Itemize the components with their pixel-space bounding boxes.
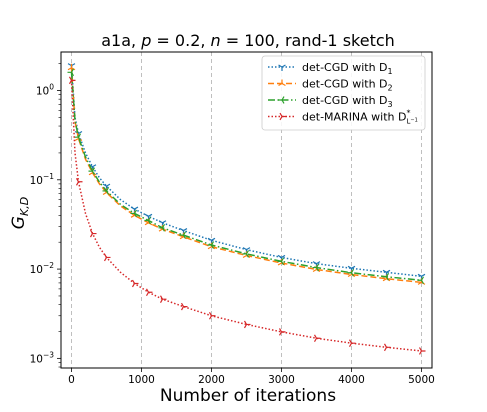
data-point: [348, 339, 356, 347]
data-point: [207, 241, 215, 249]
legend-box: [261, 55, 426, 131]
data-point: [159, 295, 167, 303]
legend-entry: det-CGD with D1: [268, 61, 393, 76]
data-point: [68, 76, 76, 85]
data-point: [158, 224, 166, 232]
data-point: [103, 253, 111, 262]
y-tick-label: 10−3: [30, 350, 55, 365]
y-axis: 10−3 10−2 10−1 100: [30, 63, 61, 368]
data-point: [75, 178, 83, 186]
legend-entry: det-MARINA with D* L−1: [268, 109, 418, 126]
data-point: [102, 187, 110, 195]
data-point: [418, 347, 426, 355]
data-point: [382, 272, 390, 281]
y-axis-label: GK,D: [9, 197, 31, 229]
data-point: [383, 343, 391, 352]
series-layer: [67, 63, 426, 355]
legend-marker: [278, 79, 286, 87]
legend-entry: det-CGD with D2: [268, 78, 393, 93]
y-tick-label: 100: [36, 83, 54, 98]
series-4: [68, 76, 426, 355]
legend-label: det-CGD with D1: [302, 61, 393, 76]
legend-entry: det-CGD with D3: [268, 94, 393, 109]
x-tick-label: 0: [68, 374, 75, 386]
x-tick-label: 4000: [338, 374, 365, 386]
series-3: [67, 68, 425, 285]
legend-label: det-MARINA with D* L−1: [302, 109, 418, 126]
data-point: [242, 250, 250, 258]
x-tick-label: 5000: [408, 374, 435, 386]
data-point: [243, 320, 251, 329]
data-point: [180, 302, 188, 311]
data-point: [278, 328, 286, 336]
x-axis: 0 1000 2000 3000 4000 5000: [68, 368, 435, 386]
data-point: [89, 229, 97, 238]
data-point: [179, 231, 187, 239]
data-point: [144, 216, 152, 225]
y-tick-label: 10−1: [30, 172, 55, 187]
x-tick-label: 2000: [198, 374, 225, 386]
x-tick-label: 1000: [128, 374, 155, 386]
chart-title: a1a, p = 0.2, n = 100, rand-1 sketch: [101, 31, 395, 50]
data-point: [74, 133, 82, 141]
data-point: [347, 268, 355, 277]
y-tick-label: 10−2: [30, 261, 55, 276]
data-point: [130, 209, 138, 218]
legend-marker: [279, 112, 286, 121]
legend-label: det-CGD with D3: [302, 94, 393, 109]
x-axis-label: Number of iterations: [160, 386, 336, 406]
data-point: [145, 288, 153, 297]
data-point: [313, 334, 321, 343]
legend-label: det-CGD with D2: [302, 78, 393, 93]
legend-marker: [278, 64, 286, 71]
data-point: [417, 276, 425, 285]
data-point: [208, 311, 216, 320]
data-point: [88, 167, 96, 175]
legend-marker: [278, 96, 285, 104]
plot-area-frame: [60, 51, 433, 369]
data-point: [131, 279, 139, 288]
data-point: [67, 68, 75, 77]
data-point: [312, 263, 320, 272]
data-point: [277, 257, 285, 266]
x-tick-label: 3000: [268, 374, 295, 386]
